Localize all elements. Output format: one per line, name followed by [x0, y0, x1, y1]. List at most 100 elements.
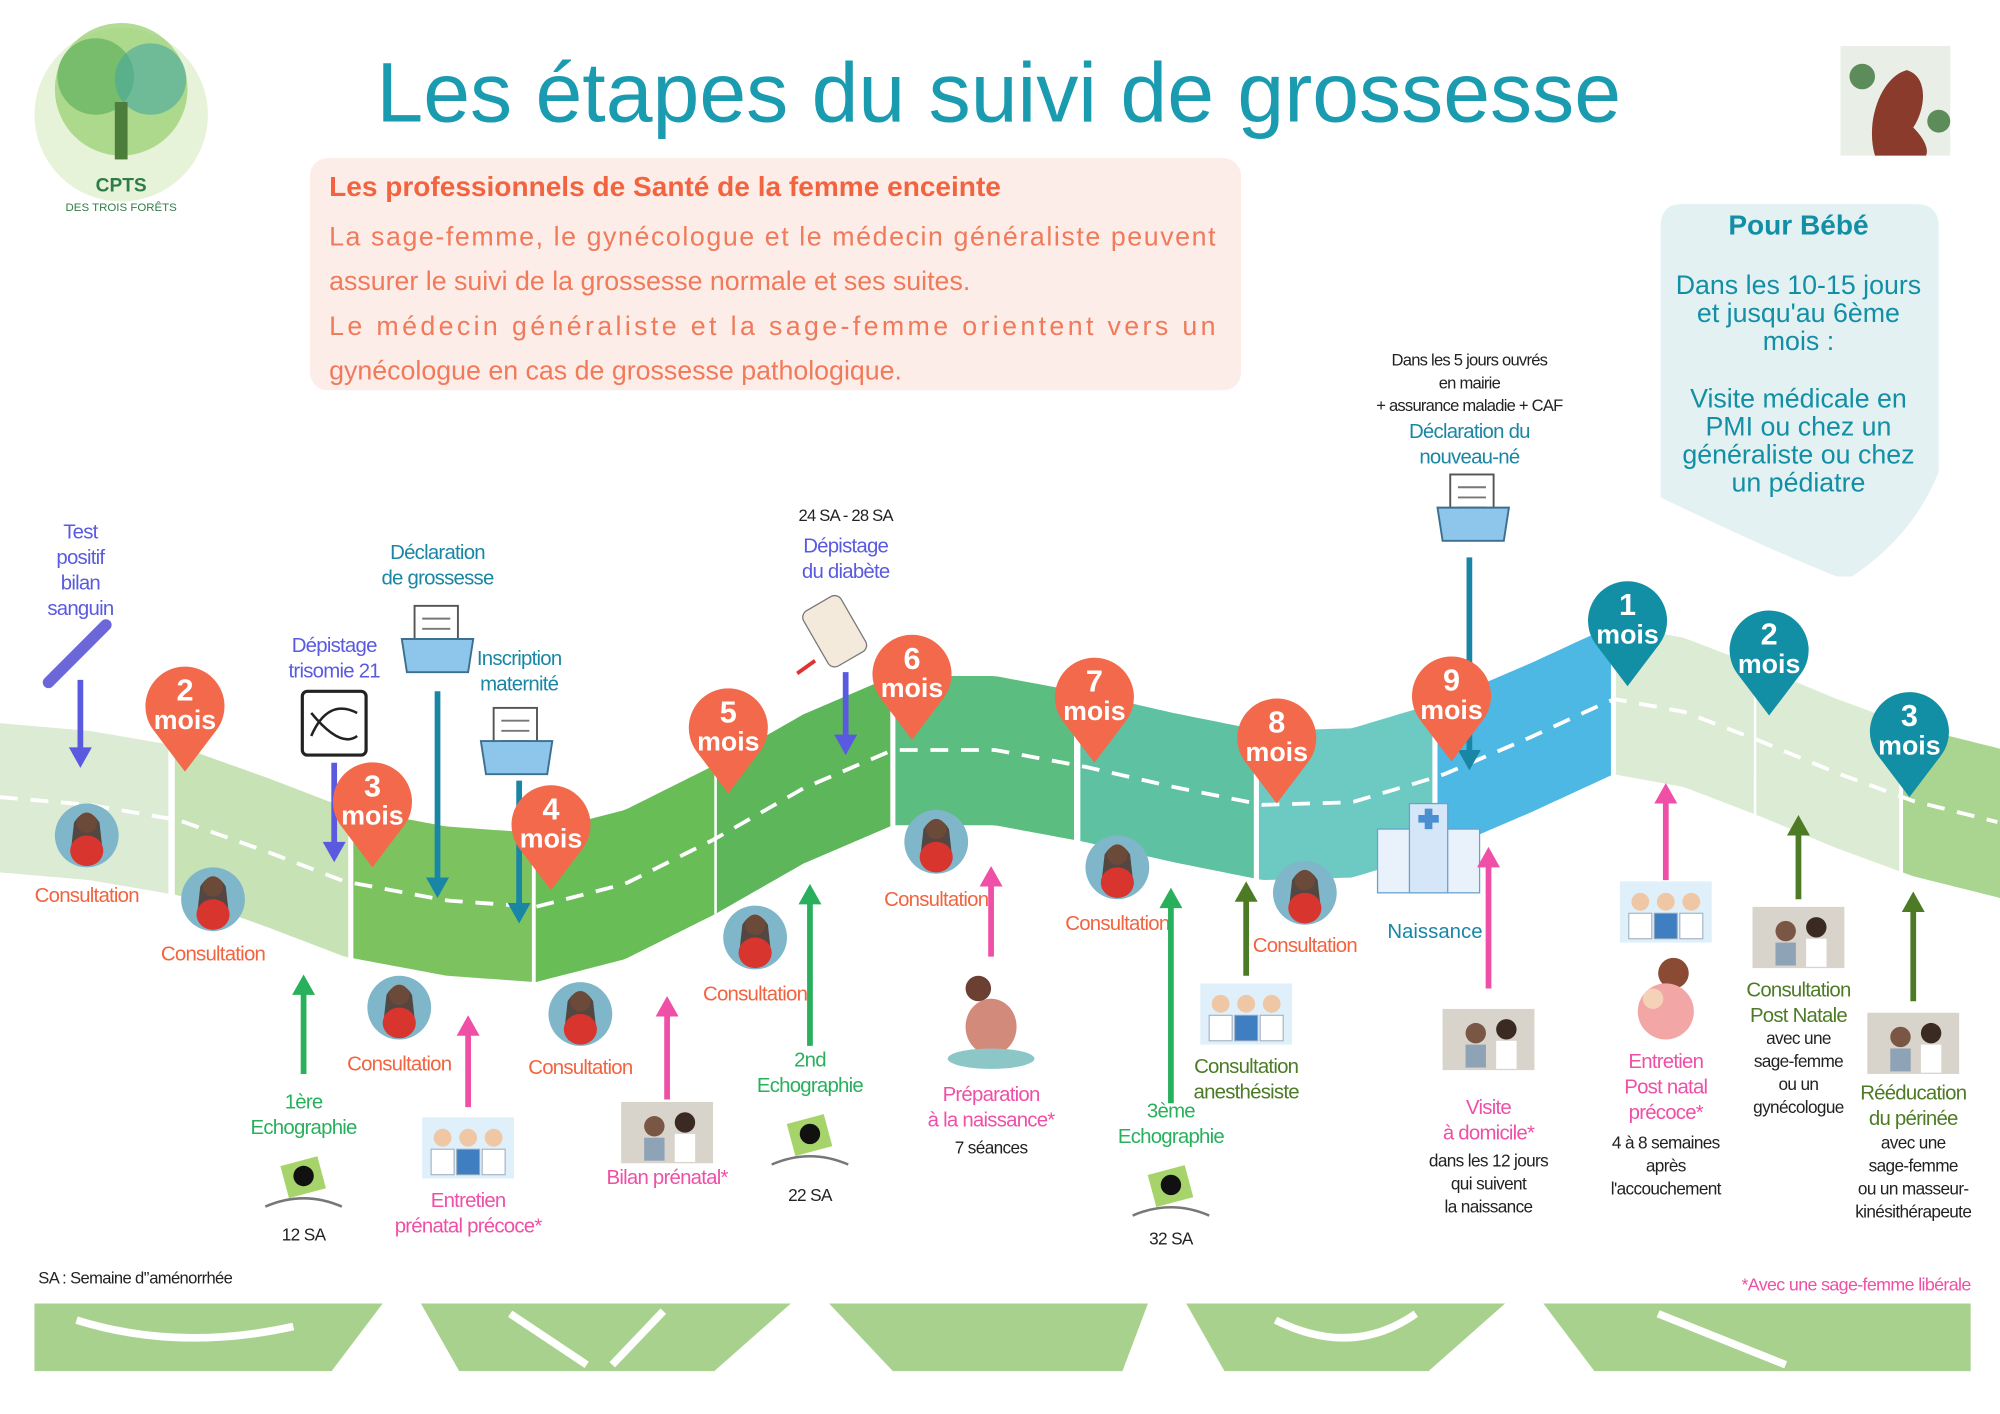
arrow-head [1901, 891, 1925, 912]
month-pin [511, 785, 591, 891]
footer-decoration [34, 1303, 1971, 1372]
photo-person [1775, 920, 1796, 942]
step-label: Test [63, 522, 98, 544]
ultrasound-icon [771, 1154, 849, 1166]
step-detail: 32 SA [1149, 1228, 1194, 1248]
pregnant-body [965, 998, 1017, 1055]
step-detail: avec une [1881, 1133, 1946, 1153]
team-coat [1208, 1014, 1233, 1042]
photo-person [1920, 1022, 1942, 1044]
photo-person-body [1496, 1040, 1517, 1069]
consultation-label: Consultation [347, 1053, 452, 1075]
arrow-head [1477, 846, 1500, 868]
step-detail: sage-femme [1869, 1156, 1958, 1176]
baby-box [1660, 204, 1939, 577]
step-label: 2nd [794, 1050, 826, 1072]
month-pin [688, 688, 768, 794]
arrow-head [834, 734, 858, 756]
month-number: 5 [720, 695, 737, 729]
arrow-head [655, 996, 679, 1017]
step-label: Entretien [1628, 1051, 1703, 1073]
arrow-head [979, 866, 1003, 887]
arrow-head [68, 747, 92, 768]
month-number: 4 [543, 792, 560, 826]
step-label: bilan [61, 573, 101, 595]
step-label: Post Natale [1750, 1005, 1847, 1027]
step-label: Echographie [251, 1117, 358, 1139]
month-pin [1237, 698, 1317, 804]
baby-visit-line: Visite médicale en [1690, 384, 1907, 414]
folder-icon [1436, 506, 1511, 542]
team-head [1237, 994, 1256, 1013]
ultrasound-icon [1132, 1205, 1210, 1217]
photo-person-body [1465, 1044, 1486, 1068]
step-detail: 22 SA [788, 1185, 833, 1205]
timeline-segment [1616, 625, 1754, 814]
footnote-right: *Avec une sage-femme libérale [1742, 1274, 1972, 1294]
baby-visit-line: un pédiatre [1731, 468, 1865, 498]
team-head [1631, 892, 1650, 911]
arrow-head [507, 903, 531, 924]
baby-period-line: Dans les 10-15 jours [1676, 270, 1921, 300]
month-pin [1587, 581, 1668, 687]
photo-person-body [1806, 938, 1827, 967]
month-number: 2 [176, 674, 193, 708]
team-head [459, 1128, 478, 1147]
team-coat [1679, 912, 1704, 940]
step-label: Préparation [943, 1084, 1040, 1106]
photo-person [674, 1112, 696, 1133]
portrait-image [1840, 45, 1951, 156]
photo-person-body [1890, 1048, 1911, 1072]
step-detail: dans les 12 jours [1429, 1151, 1548, 1171]
logo-name: CPTS [96, 175, 147, 196]
consultation-label: Consultation [35, 885, 140, 907]
photo-person-body [644, 1137, 665, 1161]
arrow-head [1457, 749, 1481, 771]
arrow-head [456, 1015, 480, 1036]
team-coat [1259, 1014, 1284, 1042]
month-unit: mois [1420, 695, 1482, 725]
professionals-line: assurer le suivi de la grossesse normale… [329, 266, 970, 296]
glucometer-strip [796, 659, 817, 676]
glucometer-icon [802, 594, 868, 668]
month-number: 8 [1268, 706, 1285, 740]
step-note: en mairie [1439, 373, 1501, 392]
professionals-line: gynécologue en cas de grossesse patholog… [329, 356, 902, 386]
baby-heading: Pour Bébé [1728, 209, 1868, 240]
step-detail: ou un masseur- [1858, 1179, 1969, 1199]
month-unit: mois [154, 705, 216, 735]
step-label: Post natal [1624, 1076, 1707, 1098]
baby-period-line: et jusqu'au 6ème [1697, 298, 1900, 328]
photo-person [1496, 1019, 1517, 1040]
team-head [1682, 892, 1701, 911]
hospital-cross [1418, 808, 1439, 830]
professionals-heading: Les professionnels de Santé de la femme … [329, 171, 1001, 202]
consultation-label: Consultation [161, 944, 266, 966]
pregnant-head [965, 975, 992, 1002]
baby-head [1642, 988, 1664, 1009]
step-detail: 12 SA [282, 1224, 327, 1244]
timeline-segment [1080, 691, 1254, 879]
step-note: + assurance maladie + CAF [1376, 396, 1563, 415]
arrow-head [426, 877, 449, 898]
step-label: maternité [480, 673, 559, 695]
arrow-head [1234, 881, 1258, 902]
test-tube-icon [42, 619, 112, 689]
team-head [1656, 892, 1675, 911]
step-detail: gynécologue [1753, 1097, 1844, 1117]
consultation-label: Consultation [884, 889, 989, 911]
step-label: à domicile* [1443, 1122, 1535, 1144]
step-label: de grossesse [381, 567, 494, 589]
step-label: sanguin [47, 598, 113, 620]
team-coat [1653, 912, 1678, 940]
photo-person-body [674, 1133, 696, 1162]
team-head [1211, 994, 1230, 1013]
step-note: 24 SA - 28 SA [799, 506, 895, 525]
photo-person [1806, 917, 1827, 938]
month-pin [872, 634, 952, 740]
step-label: Déclaration du [1409, 421, 1530, 443]
step-label: Bilan prénatal* [607, 1167, 729, 1189]
step-label: Dépistage [803, 536, 888, 558]
step-note: Dans les 5 jours ouvrés [1392, 350, 1548, 369]
